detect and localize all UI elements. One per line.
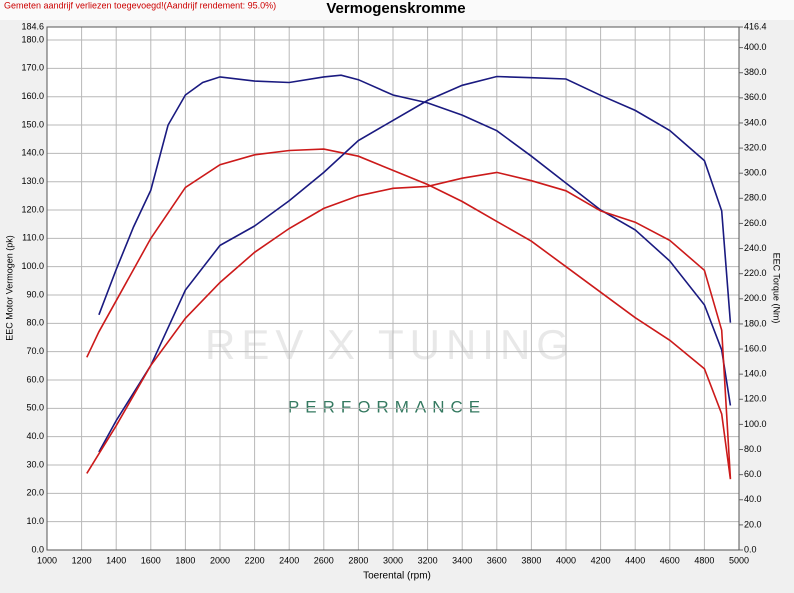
x-tick-label: 2200 [245,555,265,565]
x-tick-label: 2000 [210,555,230,565]
x-tick-label: 1200 [72,555,92,565]
x-tick-label: 4800 [694,555,714,565]
y-tick-label: 180.0 [21,34,44,44]
y2-tick-label: 200.0 [744,293,767,303]
x-tick-label: 4600 [660,555,680,565]
y-tick-label: 30.0 [26,459,44,469]
y2-tick-label: 160.0 [744,343,767,353]
y-tick-label: 50.0 [26,403,44,413]
x-tick-label: 4000 [556,555,576,565]
x-tick-label: 1000 [37,555,57,565]
y-tick-label: 120.0 [21,204,44,214]
x-tick-label: 1600 [141,555,161,565]
y-tick-label: 60.0 [26,374,44,384]
title-bar [0,0,794,20]
y2-tick-label: 380.0 [744,67,767,77]
x-tick-label: 2800 [348,555,368,565]
y-tick-label: 20.0 [26,488,44,498]
x-tick-label: 3800 [521,555,541,565]
y-tick-label: 170.0 [21,63,44,73]
y-tick-label: 100.0 [21,261,44,271]
watermark-brand: REV X TUNING [205,321,575,368]
y-tick-label: 140.0 [21,148,44,158]
series-line [86,148,732,480]
x-tick-label: 3200 [418,555,438,565]
y2-tick-label: 220.0 [744,268,767,278]
y2-tick-label: 360.0 [744,92,767,102]
y2-tick-label: 300.0 [744,168,767,178]
y-tick-label: 40.0 [26,431,44,441]
x-tick-label: 3600 [487,555,507,565]
chart-title: Vermogenskromme [326,0,465,17]
y2-tick-label: 60.0 [744,469,762,479]
y2-tick-label: 400.0 [744,42,767,52]
x-tick-label: 2600 [314,555,334,565]
y-tick-label: 130.0 [21,176,44,186]
y-tick-label: 0.0 [31,544,44,554]
x-axis-label: Toerental (rpm) [363,571,431,582]
y2-tick-label: 320.0 [744,142,767,152]
y-tick-label: 10.0 [26,516,44,526]
subtitle: Gemeten aandrijf verliezen toegevoegd!(A… [4,0,276,10]
y2-tick-label: 340.0 [744,117,767,127]
y2-tick-label: 240.0 [744,243,767,253]
y-tick-label: 150.0 [21,119,44,129]
series-line [98,74,732,406]
y2-tick-label: 140.0 [744,369,767,379]
y2-axis-label: EEC Torque (Nm) [772,253,782,324]
series-line [98,75,732,453]
y-tick-label: 90.0 [26,289,44,299]
y2-tick-label: 120.0 [744,394,767,404]
chart-layer: 1000 1200 1400 1600 1800 2000 2200 2400 2600 2800… [21,21,766,565]
x-tick-label: 4200 [591,555,611,565]
y2-tick-label: 100.0 [744,419,767,429]
x-tick-label: 3400 [452,555,472,565]
y-tick-label: 80.0 [26,318,44,328]
watermark-tagline: PERFORMANCE [288,397,486,416]
x-tick-label: 1400 [106,555,126,565]
y2-tick-label: 40.0 [744,494,762,504]
series-line [86,171,732,479]
y2-tick-label: 180.0 [744,318,767,328]
y-tick-label: 160.0 [21,91,44,101]
y-axis-label: EEC Motor Vermogen (pk) [4,235,14,341]
x-tick-label: 4400 [625,555,645,565]
x-tick-label: 2400 [279,555,299,565]
y2-tick-label: 280.0 [744,193,767,203]
y-tick-label: 184.6 [21,21,44,31]
y-tick-label: 110.0 [22,233,44,243]
plot-border [46,26,740,551]
watermark: REV X TUNING PERFORMANCE [205,321,575,416]
y2-tick-label: 20.0 [744,519,762,529]
y2-tick-label: 260.0 [744,218,767,228]
x-tick-label: 3000 [383,555,403,565]
y2-tick-label: 80.0 [744,444,762,454]
x-tick-label: 1800 [175,555,195,565]
y2-tick-label: 0.0 [744,544,757,554]
y2-tick-label: 416.4 [744,21,767,31]
x-tick-label: 5000 [729,555,749,565]
y-tick-label: 70.0 [26,346,44,356]
